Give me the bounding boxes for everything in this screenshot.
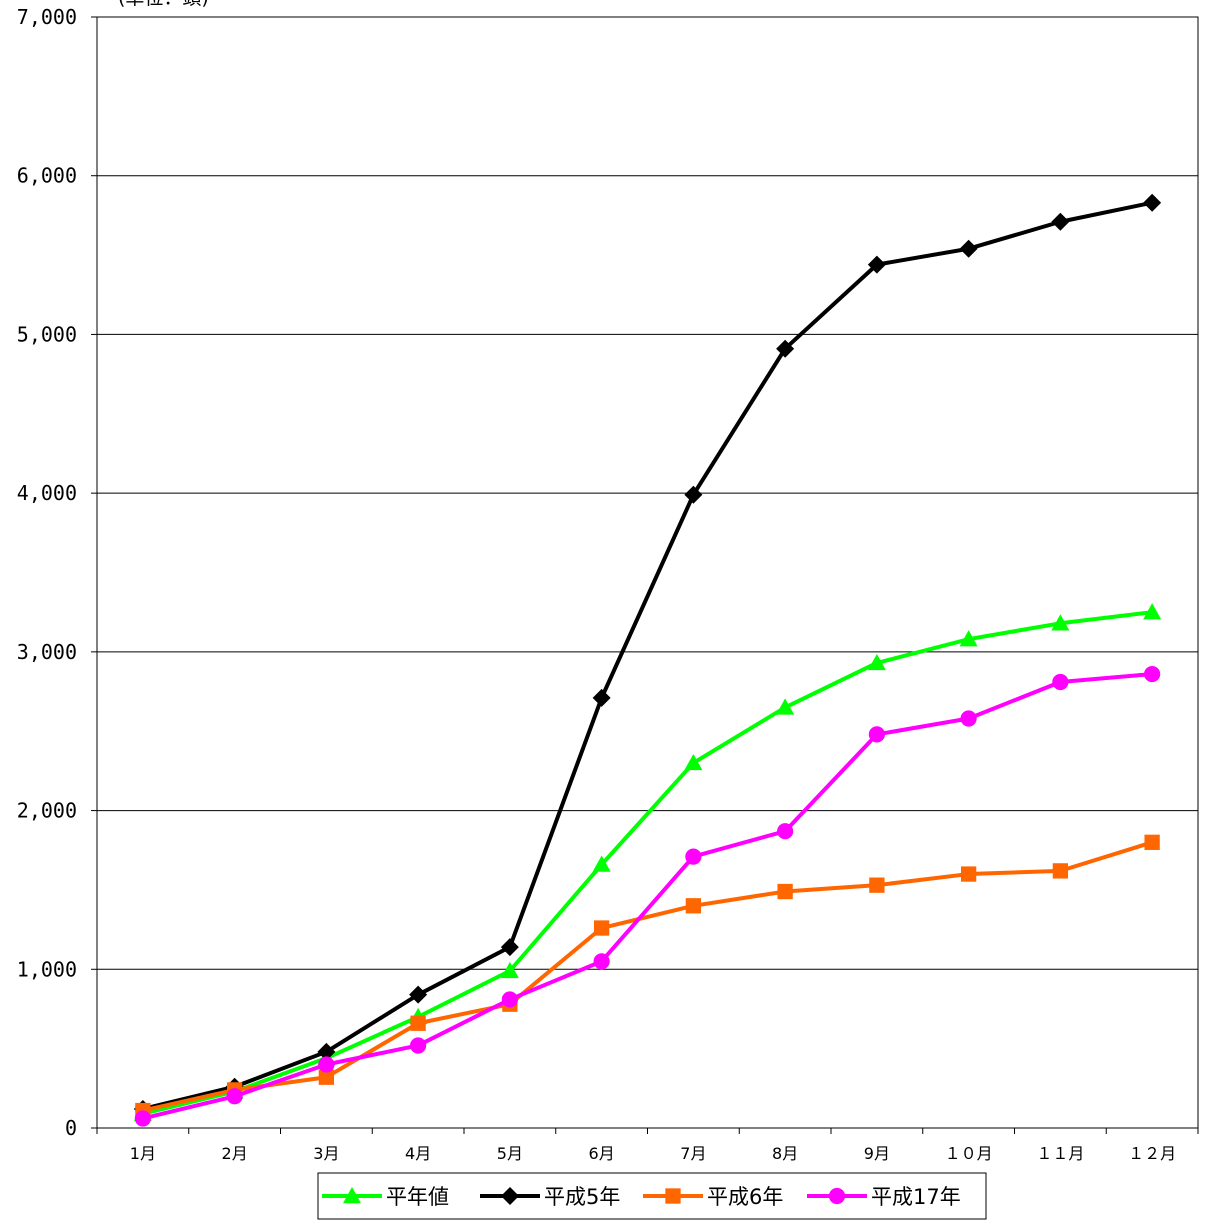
data-point <box>410 1037 427 1054</box>
x-tick-label: 6月 <box>589 1144 615 1163</box>
data-point <box>867 255 886 274</box>
series-line <box>142 840 1153 1113</box>
data-point <box>960 710 977 727</box>
series-1 <box>133 603 1162 1121</box>
x-tick-label: 1月 <box>130 1144 156 1163</box>
data-point <box>592 855 611 872</box>
x-tick-label: 9月 <box>864 1144 890 1163</box>
data-point <box>1143 193 1162 212</box>
y-axis: 0 1,000 2,000 3,000 4,000 5,000 6,000 7,000 <box>17 5 97 1140</box>
data-point <box>959 239 978 258</box>
data-point <box>134 1110 151 1127</box>
data-point <box>960 866 977 882</box>
y-tick-label: 2,000 <box>17 799 77 823</box>
x-tick-label: 7月 <box>680 1144 706 1163</box>
y-tick-label: 4,000 <box>17 481 77 505</box>
data-point <box>869 877 885 893</box>
data-point <box>1144 834 1160 850</box>
data-point <box>777 883 793 900</box>
data-point <box>500 961 519 979</box>
legend-label: 平成6年 <box>707 1185 783 1209</box>
data-point <box>318 1056 335 1073</box>
data-point <box>593 953 610 970</box>
data-point <box>1051 614 1070 631</box>
data-point <box>409 985 428 1004</box>
data-point <box>1051 212 1070 231</box>
gridlines <box>96 16 1199 1129</box>
data-point <box>1143 603 1162 620</box>
y-tick-label: 6,000 <box>17 164 77 188</box>
data-point <box>410 1015 426 1031</box>
data-point <box>777 823 794 840</box>
series-line <box>142 672 1153 1121</box>
data-point <box>592 688 611 707</box>
x-tick-label: 8月 <box>772 1144 798 1163</box>
data-point <box>1144 665 1161 683</box>
data-point <box>318 1069 335 1085</box>
data-point <box>959 630 978 647</box>
x-tick-label: １１月 <box>1036 1144 1084 1163</box>
legend-entry: 平成6年 <box>643 1185 783 1209</box>
data-point <box>317 1042 336 1061</box>
data-point <box>1052 863 1069 879</box>
legend-swatch-marker <box>501 1187 519 1205</box>
x-tick-label: 2月 <box>222 1144 248 1163</box>
x-tick-label: １２月 <box>1128 1144 1176 1163</box>
legend: 平年値 平成5年 平成6年 平成17年 <box>317 1172 987 1220</box>
legend-entry: 平年値 <box>322 1185 449 1209</box>
data-point <box>501 991 518 1008</box>
x-axis: 1月 2月 3月 4月 5月 6月 7月 8月 9月 １０月 １１月 １２月 <box>96 1128 1199 1163</box>
data-point <box>684 753 703 771</box>
legend-entry: 平成5年 <box>480 1185 620 1209</box>
legend-label: 平成5年 <box>544 1185 620 1209</box>
data-point <box>685 898 702 914</box>
legend-label: 平成17年 <box>871 1185 961 1209</box>
y-tick-label: 7,000 <box>17 5 77 29</box>
unit-label: (単位：頭) <box>118 0 209 9</box>
legend-entry: 平成17年 <box>807 1185 961 1209</box>
series-group <box>133 193 1162 1127</box>
legend-swatch-marker <box>828 1187 846 1205</box>
data-point <box>500 938 519 957</box>
data-point <box>868 726 885 743</box>
data-point <box>226 1088 243 1105</box>
data-point <box>776 339 795 358</box>
x-tick-label: 3月 <box>313 1144 339 1163</box>
data-point <box>776 698 795 715</box>
series-2 <box>133 193 1162 1118</box>
series-line <box>142 610 1153 1116</box>
y-tick-label: 5,000 <box>17 322 77 346</box>
x-tick-label: 4月 <box>405 1144 431 1163</box>
data-point <box>685 848 702 865</box>
y-tick-label: 3,000 <box>17 640 77 664</box>
data-point <box>1052 673 1069 691</box>
y-tick-label: 1,000 <box>17 957 77 981</box>
legend-swatch-marker <box>343 1187 361 1204</box>
x-tick-label: 5月 <box>497 1144 523 1163</box>
data-point <box>684 485 703 504</box>
legend-swatch-marker <box>665 1188 681 1204</box>
x-tick-label: １０月 <box>945 1144 993 1163</box>
legend-label: 平年値 <box>386 1185 449 1209</box>
data-point <box>867 653 886 671</box>
plot-frame <box>96 16 1199 1129</box>
series-line <box>142 200 1153 1111</box>
y-tick-label: 0 <box>65 1116 77 1140</box>
data-point <box>593 920 610 936</box>
series-4 <box>134 665 1161 1127</box>
